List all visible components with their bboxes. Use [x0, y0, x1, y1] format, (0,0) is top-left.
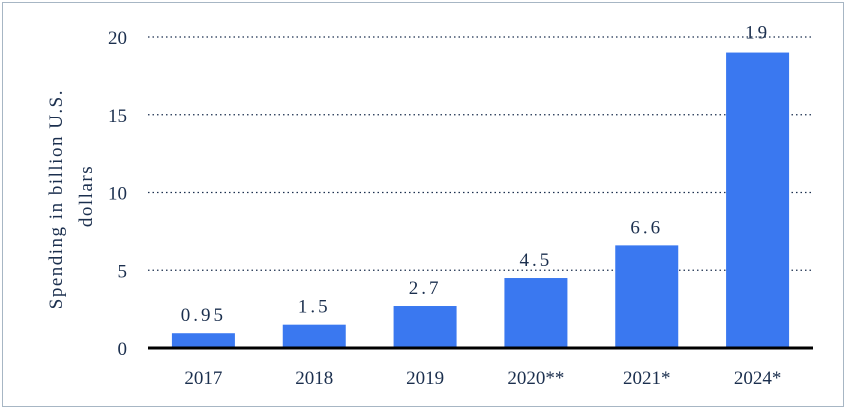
bar-2020 [504, 278, 568, 348]
x-tick-label: 2017 [184, 368, 222, 389]
x-tick-label: 2021* [623, 368, 671, 389]
y-tick-label: 10 [108, 184, 127, 205]
bar-2024 [726, 52, 790, 349]
data-label: 0.95 [181, 305, 226, 326]
y-tick-label: 15 [108, 106, 127, 127]
bar-2018 [282, 324, 346, 348]
data-label: 19 [745, 23, 770, 44]
y-axis-title-line-1: Spending in billion U.S. [46, 89, 67, 309]
x-tick-label: 2020** [507, 368, 564, 389]
data-label: 2.7 [409, 278, 442, 299]
y-tick-label: 5 [118, 261, 128, 282]
y-tick-labels: 0 5 10 15 20 [108, 28, 127, 360]
bar-2021 [615, 245, 679, 348]
data-label: 4.5 [520, 250, 553, 271]
y-tick-label: 20 [108, 28, 127, 49]
bar-2017 [171, 333, 235, 348]
y-axis-title-line-2: dollars [76, 165, 97, 227]
x-tick-label: 2018 [295, 368, 333, 389]
x-tick-label: 2024* [734, 368, 782, 389]
bars [171, 52, 790, 349]
data-label: 1.5 [298, 297, 331, 318]
bar-2019 [393, 306, 457, 348]
data-labels: 0.95 1.5 2.7 4.5 6.6 19 [181, 23, 770, 327]
y-axis-title: Spending in billion U.S. dollars [46, 83, 97, 309]
y-tick-label: 0 [118, 339, 128, 360]
x-tick-label: 2019 [406, 368, 444, 389]
gridlines [148, 36, 813, 271]
data-label: 6.6 [630, 217, 663, 238]
x-tick-labels: 2017 2018 2019 2020** 2021* 2024* [184, 368, 781, 389]
